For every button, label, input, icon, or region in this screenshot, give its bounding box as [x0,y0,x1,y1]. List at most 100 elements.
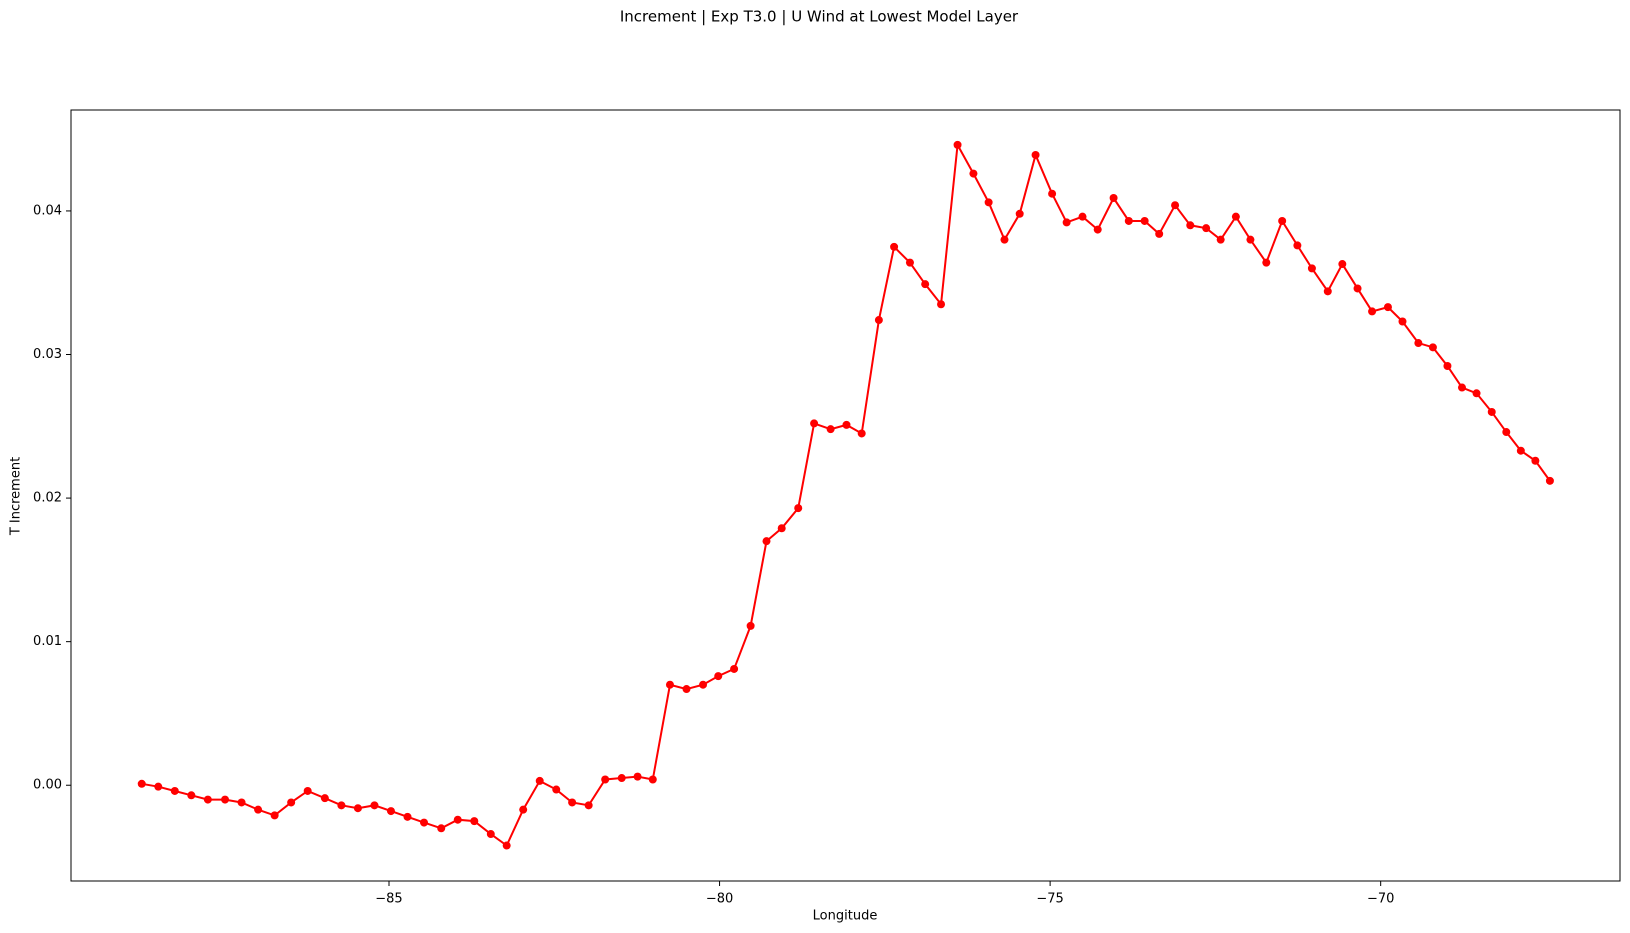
point [535,776,544,785]
point [187,791,196,800]
point [1353,284,1362,293]
point [254,805,263,814]
point [337,801,346,810]
point [1307,264,1316,273]
point [1246,235,1255,244]
point [353,804,362,813]
point [601,775,610,784]
point [1516,446,1525,455]
point [1231,212,1240,221]
point [154,782,163,791]
point [1457,383,1466,392]
point [1545,476,1554,485]
point [730,664,739,673]
point [502,841,511,850]
point [1062,218,1071,227]
point [320,794,329,803]
point [714,672,723,681]
point [1368,307,1377,316]
point [1155,229,1164,238]
point [1031,150,1040,159]
point [1093,225,1102,234]
point [682,685,691,694]
point [170,786,179,795]
point [1000,235,1009,244]
point [1186,221,1195,230]
point [1078,212,1087,221]
point [648,775,657,784]
point [1443,361,1452,370]
point [420,818,429,827]
point [842,420,851,429]
point [1124,216,1133,225]
point [777,524,786,533]
point [137,779,146,788]
point [1338,260,1347,269]
point [857,429,866,438]
point [794,504,803,513]
point [1202,224,1211,233]
point [1428,343,1437,352]
point [287,798,296,807]
point [1414,339,1423,348]
y-axis-label: T Increment [9,457,24,536]
point [552,785,561,794]
point [437,824,446,833]
point [1048,189,1057,198]
x-tick-label: −85 [375,892,402,907]
point [453,815,462,824]
y-tick-label: 0.01 [33,634,62,649]
point [890,242,899,251]
point [746,621,755,630]
point [237,798,246,807]
point [403,812,412,821]
point [665,680,674,689]
point [1383,303,1392,312]
point [810,419,819,428]
point [584,801,593,810]
point [937,300,946,309]
point [921,280,930,289]
point [1293,241,1302,250]
point [762,537,771,546]
point [1015,209,1024,218]
point [905,258,914,267]
y-tick-label: 0.00 [33,778,62,793]
y-tick-label: 0.03 [33,347,62,362]
point [1278,216,1287,225]
point [1216,235,1225,244]
point [617,774,626,783]
x-tick-label: −75 [1036,892,1063,907]
x-tick-label: −70 [1367,892,1394,907]
point [568,798,577,807]
point [203,795,212,804]
point [470,817,479,826]
point [953,140,962,149]
point [1502,428,1511,437]
series-line [141,141,1551,848]
point [1487,407,1496,416]
point [984,198,993,207]
point [1140,216,1149,225]
point [1472,389,1481,398]
point [633,772,642,781]
x-axis-label: Longitude [813,909,878,924]
y-tick-label: 0.02 [33,491,62,506]
point [1323,287,1332,296]
point [1171,201,1180,210]
point [699,680,708,689]
point [969,169,978,178]
point [1109,194,1118,203]
point [1398,317,1407,326]
point [1262,258,1271,267]
point [1531,456,1540,465]
point [519,805,528,814]
point [486,830,495,839]
point [370,801,379,810]
x-tick-label: −80 [706,892,733,907]
point [221,795,230,804]
point [270,811,279,820]
point [303,786,312,795]
y-tick-label: 0.04 [33,203,62,218]
